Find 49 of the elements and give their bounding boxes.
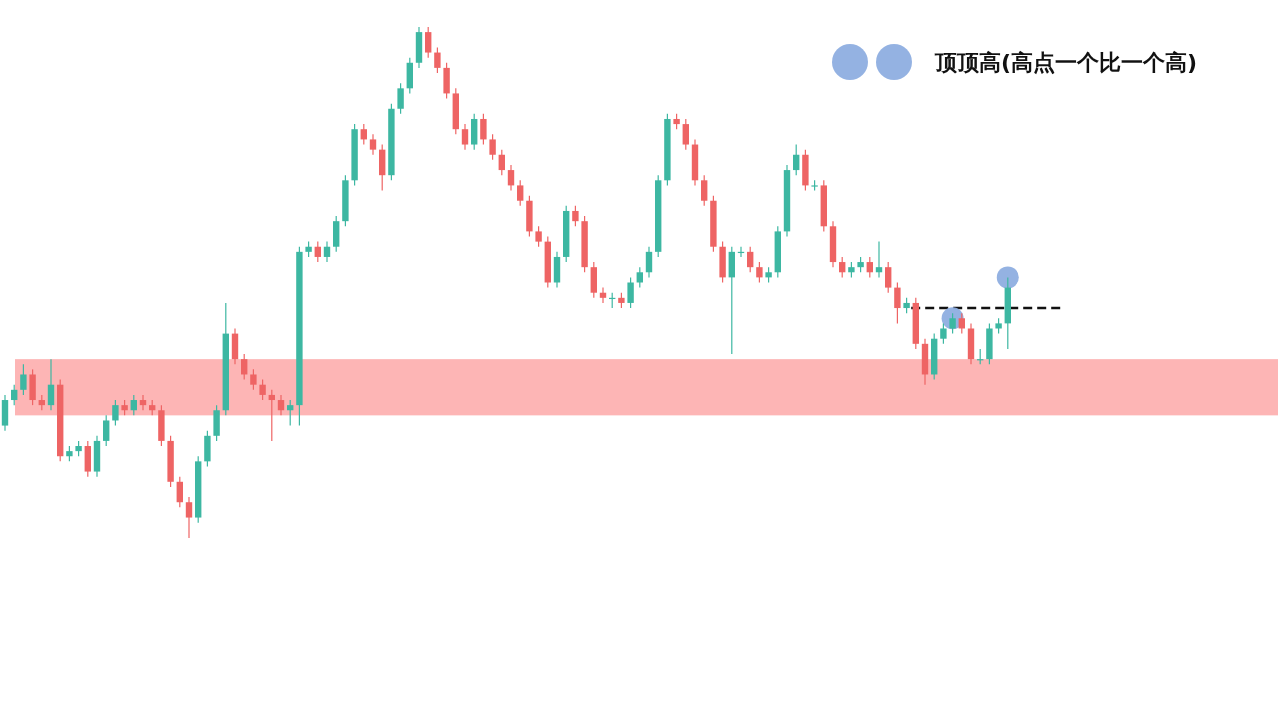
candlestick [645, 246, 653, 278]
candlestick [535, 225, 542, 248]
candlestick [11, 384, 18, 406]
candlestick [314, 241, 321, 263]
candlestick [268, 389, 275, 442]
candlestick [839, 256, 846, 278]
candlestick [130, 394, 137, 416]
candlestick [434, 46, 441, 74]
candlestick [875, 241, 883, 278]
candlestick [885, 261, 892, 294]
candlestick [250, 368, 257, 391]
candlestick [756, 261, 763, 284]
candlestick [176, 476, 183, 508]
candlestick [701, 174, 708, 207]
candlestick [461, 123, 469, 151]
candlestick [20, 363, 27, 396]
candlestick [397, 82, 404, 115]
candlestick [241, 353, 248, 381]
candlestick [185, 496, 193, 539]
candlestick [259, 378, 266, 401]
candlestick [682, 118, 689, 151]
candlestick [287, 399, 294, 427]
candlestick [277, 394, 285, 416]
candlestick [866, 256, 873, 278]
candlestick [507, 164, 515, 192]
candlestick [425, 26, 432, 59]
candlestick [517, 179, 524, 207]
candlestick [498, 149, 505, 176]
candlestick [103, 414, 110, 447]
candlestick [636, 266, 643, 289]
legend: 顶顶高(高点一个比一个高) [832, 44, 1198, 80]
candlestick [627, 276, 634, 309]
candlestick [323, 241, 331, 263]
candlestick [599, 287, 607, 304]
candlestick [793, 143, 800, 176]
candlestick [489, 133, 496, 161]
candlestick [572, 205, 579, 227]
candlestick [949, 312, 956, 335]
candlestick [940, 322, 947, 345]
candlestick [747, 246, 754, 273]
candlestick [369, 133, 377, 156]
candlestick [47, 358, 55, 411]
candlestick [360, 123, 367, 146]
candlestick [894, 281, 901, 324]
legend-label: 顶顶高(高点一个比一个高) [934, 50, 1198, 75]
candlestick [112, 399, 119, 427]
candlestick [139, 394, 147, 411]
candlestick [958, 312, 965, 335]
candlestick [480, 113, 487, 146]
